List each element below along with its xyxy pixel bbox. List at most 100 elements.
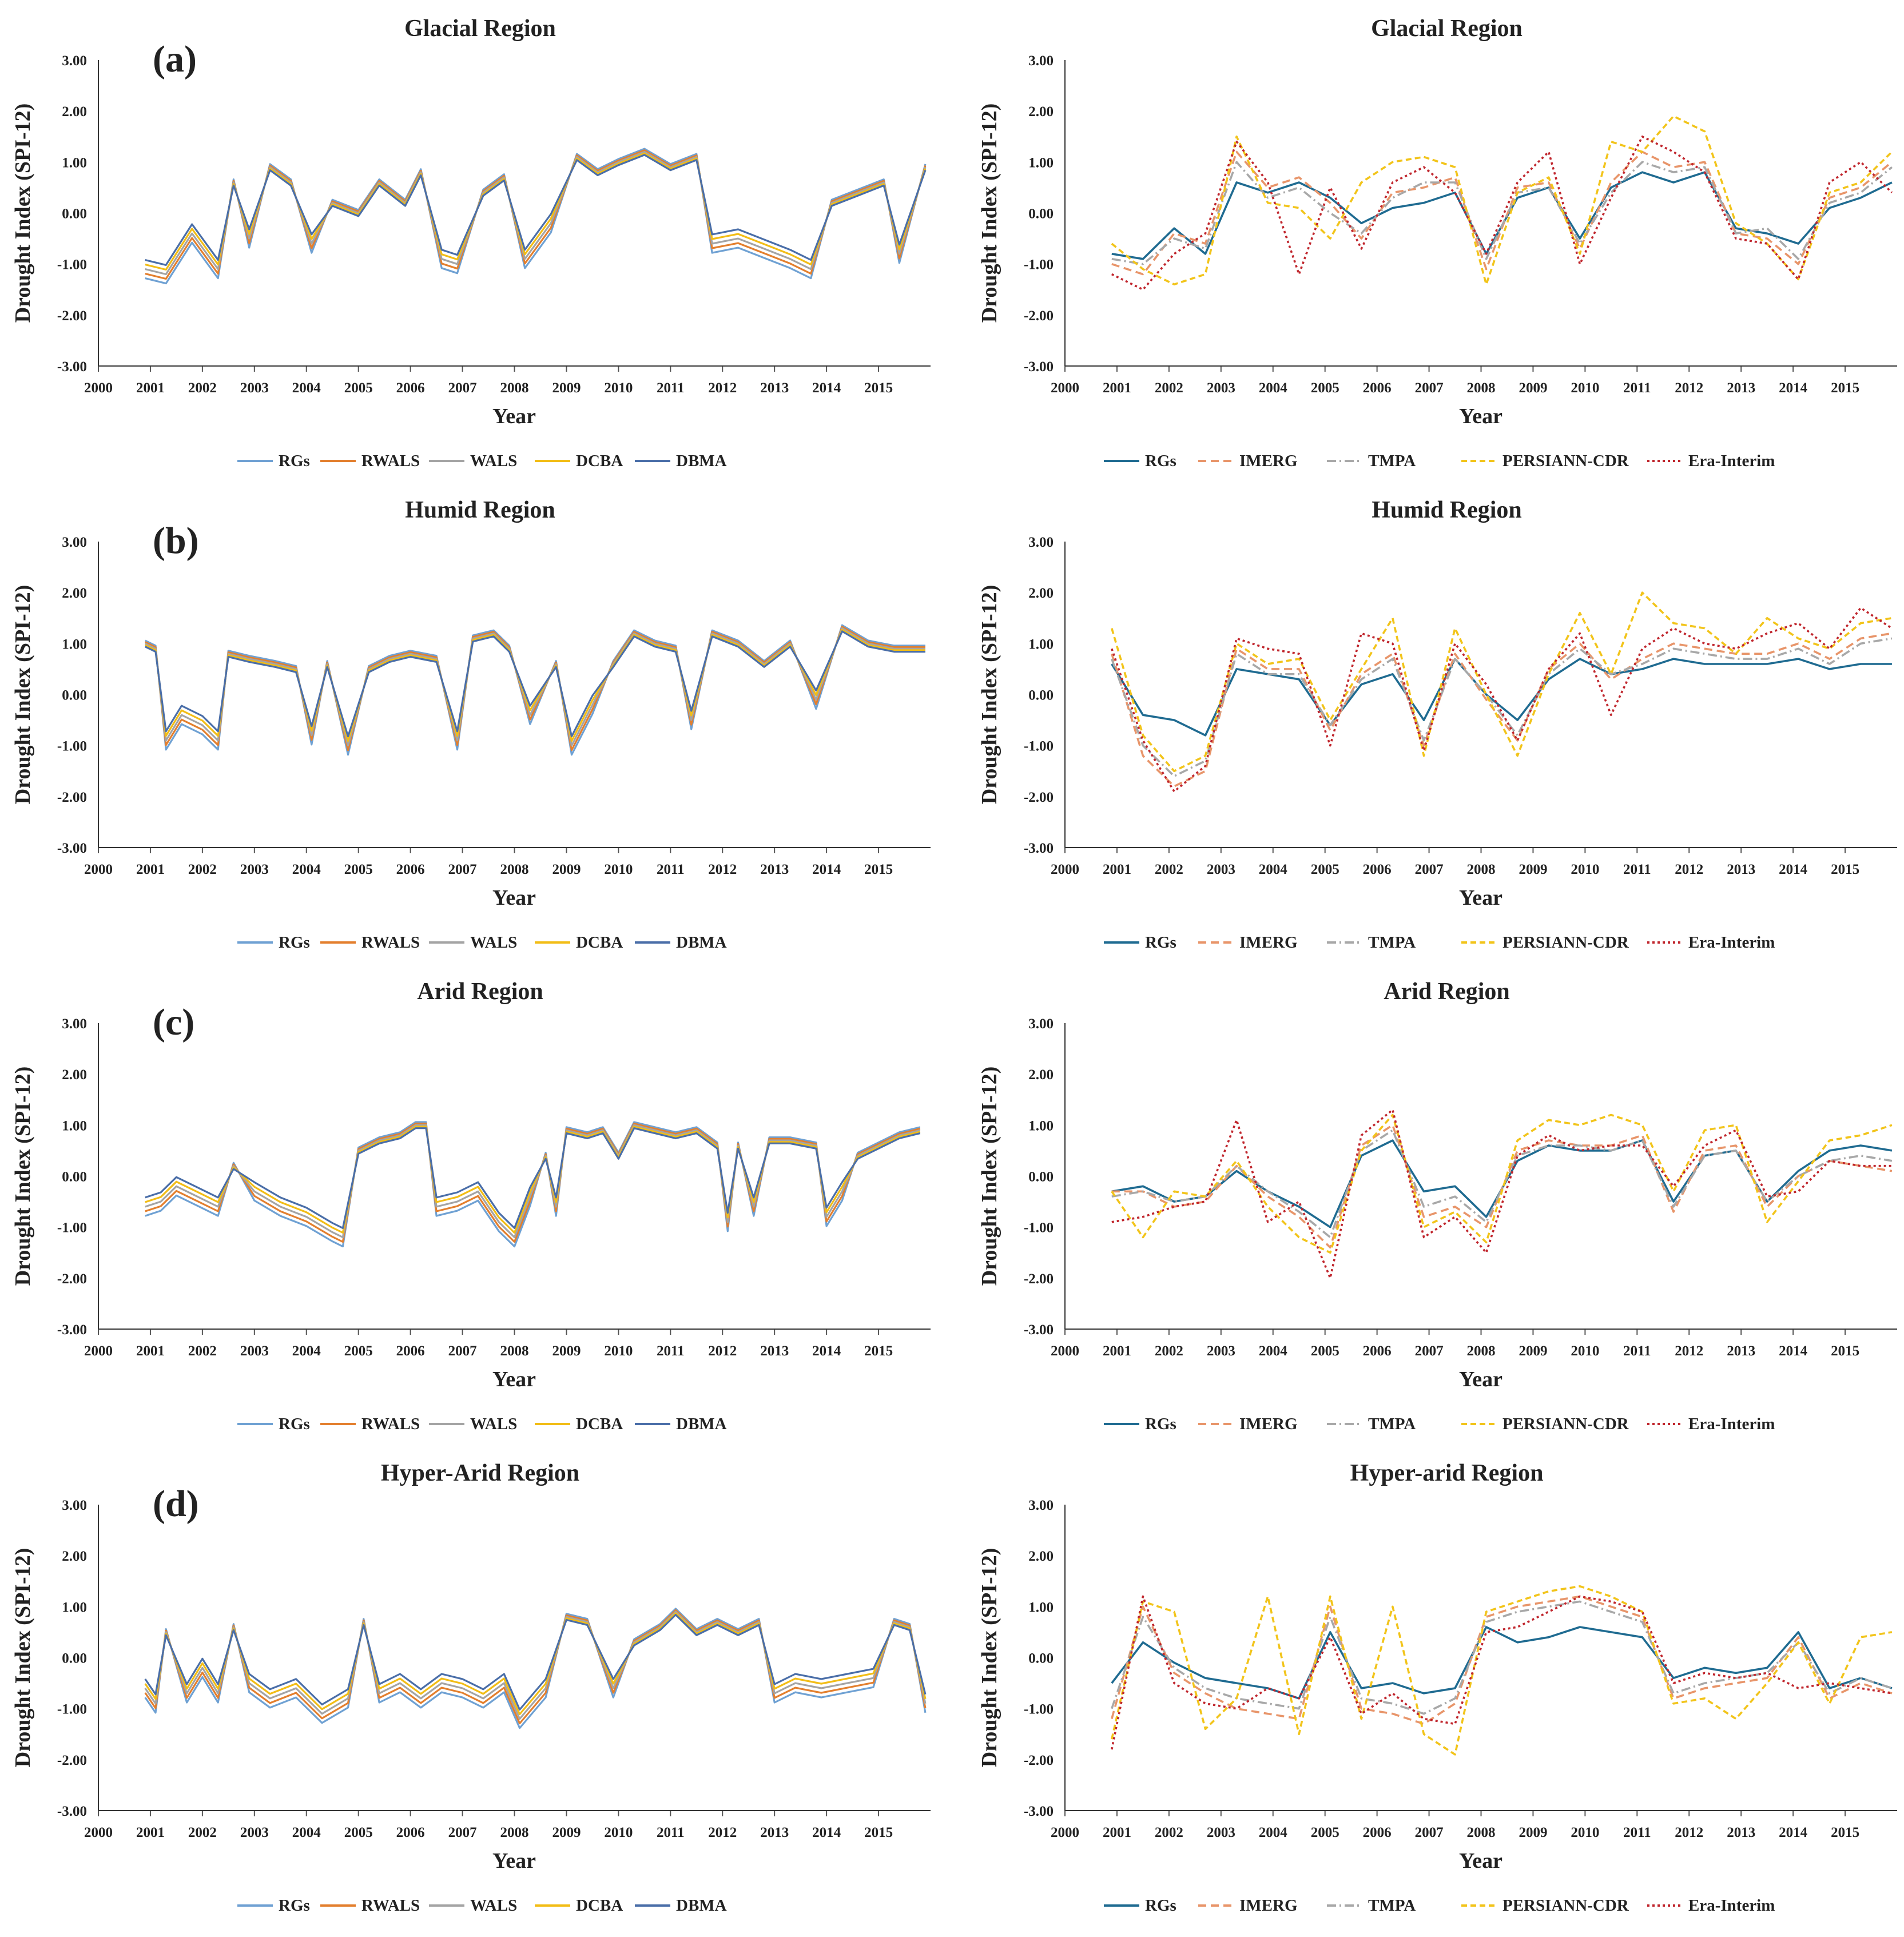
legend-label: IMERG [1239,1896,1298,1915]
series-line [1111,115,1893,286]
x-tick-label: 2012 [1675,1343,1703,1359]
series-line [145,1123,921,1243]
legend-label: RWALS [361,1896,420,1915]
y-tick-label: 0.00 [62,206,87,222]
x-tick-label: 2007 [448,1825,477,1840]
x-tick-label: 2011 [1623,1343,1651,1359]
legend-label: RGs [1145,1896,1176,1915]
y-tick-label: 1.00 [62,1118,87,1133]
x-tick-label: 2006 [1363,862,1392,877]
x-tick-label: 2002 [1155,862,1183,877]
x-tick-label: 2000 [1051,1343,1079,1359]
legend-label: PERSIANN-CDR [1502,933,1629,952]
x-tick-label: 2006 [396,1825,425,1840]
x-tick-label: 2001 [1103,1825,1131,1840]
y-tick-label: -2.00 [1024,308,1054,324]
x-tick-label: 2005 [1311,1343,1339,1359]
y-tick-label: 1.00 [1028,637,1054,652]
y-tick-label: 0.00 [1028,1170,1054,1185]
y-tick-label: 3.00 [62,1016,87,1032]
x-tick-label: 2005 [1311,862,1339,877]
x-tick-label: 2007 [1415,862,1444,877]
x-tick-label: 2010 [604,1825,633,1840]
x-tick-label: 2010 [604,862,633,877]
y-axis-label: Drought Index (SPI-12) [11,1548,35,1768]
x-tick-label: 2006 [396,1343,425,1359]
y-tick-label: 3.00 [1028,53,1054,69]
x-tick-label: 2011 [1623,862,1651,877]
y-tick-label: -2.00 [1024,790,1054,805]
x-tick-label: 2003 [240,380,269,396]
y-tick-label: -1.00 [57,1220,87,1236]
legend-label: DCBA [576,1896,623,1915]
x-tick-label: 2005 [344,1825,373,1840]
x-tick-label: 2013 [1727,1343,1755,1359]
y-tick-label: -2.00 [1024,1271,1054,1287]
legend-label: RGs [1145,933,1176,952]
x-tick-label: 2002 [188,862,217,877]
x-tick-label: 2011 [657,1343,685,1359]
chart-panel: Arid Region 3.00 2.00 1.00 0.00 -1.00 -2.00 -3.… [977,979,1897,1433]
legend-label: RWALS [361,452,420,470]
legend-label: TMPA [1368,933,1416,952]
legend-label: Era-Interim [1688,933,1775,952]
x-tick-label: 2009 [552,862,581,877]
x-tick-label: 2008 [500,1825,529,1840]
y-tick-label: -3.00 [57,841,87,856]
x-tick-label: 2004 [1259,862,1288,877]
x-tick-label: 2010 [1571,862,1599,877]
x-axis-label: Year [492,886,536,910]
x-tick-label: 2010 [1571,380,1599,396]
chart-title: Humid Region [1372,497,1522,523]
series-line [145,630,925,738]
y-tick-label: 3.00 [1028,1016,1054,1032]
y-tick-label: -2.00 [1024,1753,1054,1768]
x-tick-label: 2000 [84,380,113,396]
x-tick-label: 2003 [240,1343,269,1359]
x-tick-label: 2009 [552,1825,581,1840]
y-tick-label: -3.00 [1024,841,1054,856]
x-tick-label: 2006 [1363,1343,1392,1359]
legend-label: Era-Interim [1688,1415,1775,1433]
x-tick-label: 2004 [292,380,321,396]
panel-label: (c) [153,1001,194,1043]
x-tick-label: 2007 [1415,1343,1444,1359]
chart-panel: Humid Region 3.00 2.00 1.00 0.00 -1.00 -2.00 -3… [977,497,1897,952]
legend-label: DBMA [676,1896,727,1915]
x-tick-label: 2004 [1259,380,1288,396]
y-tick-label: -2.00 [57,1271,87,1287]
x-tick-label: 2000 [84,1343,113,1359]
series-line [145,1124,921,1239]
series-line [1111,632,1893,787]
x-tick-label: 2001 [136,380,165,396]
y-tick-label: -1.00 [57,257,87,273]
x-tick-label: 2010 [604,1343,633,1359]
x-tick-label: 2004 [1259,1825,1288,1840]
x-axis-label: Year [492,1849,536,1873]
y-axis-label: Drought Index (SPI-12) [977,1067,1001,1286]
x-tick-label: 2004 [292,862,321,877]
series-line [145,624,925,756]
y-tick-label: 0.00 [1028,1651,1054,1666]
legend-label: DBMA [676,933,727,952]
x-tick-label: 2005 [1311,1825,1339,1840]
x-tick-label: 2010 [1571,1343,1599,1359]
series-line [1111,1595,1893,1725]
x-tick-label: 2000 [1051,380,1079,396]
x-tick-label: 2010 [604,380,633,396]
x-axis-label: Year [492,1367,536,1391]
y-tick-label: 1.00 [1028,155,1054,170]
x-tick-label: 2012 [708,1343,737,1359]
x-tick-label: 2015 [1831,1343,1859,1359]
legend-label: WALS [470,1896,517,1915]
legend-label: IMERG [1239,452,1298,470]
legend-label: TMPA [1368,452,1416,470]
y-tick-label: -3.00 [1024,1322,1054,1338]
x-tick-label: 2001 [136,862,165,877]
y-tick-label: -3.00 [1024,1804,1054,1819]
x-tick-label: 2009 [1519,1343,1547,1359]
x-tick-label: 2003 [240,862,269,877]
series-line [1111,591,1893,773]
x-tick-label: 2003 [1207,1343,1235,1359]
